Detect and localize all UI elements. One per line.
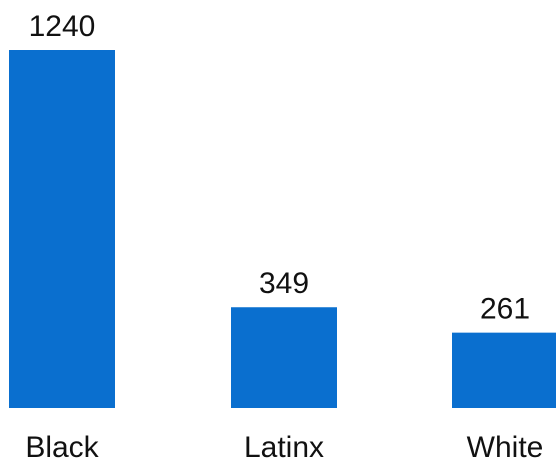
- value-label-latinx: 349: [259, 267, 309, 300]
- value-label-white: 261: [480, 293, 530, 326]
- bar-black: [9, 50, 115, 408]
- bar-white: [452, 332, 556, 408]
- category-label-latinx: Latinx: [244, 431, 324, 460]
- category-label-white: White: [467, 431, 544, 460]
- value-label-black: 1240: [29, 10, 96, 43]
- bar-latinx: [231, 307, 337, 408]
- category-label-black: Black: [25, 431, 99, 460]
